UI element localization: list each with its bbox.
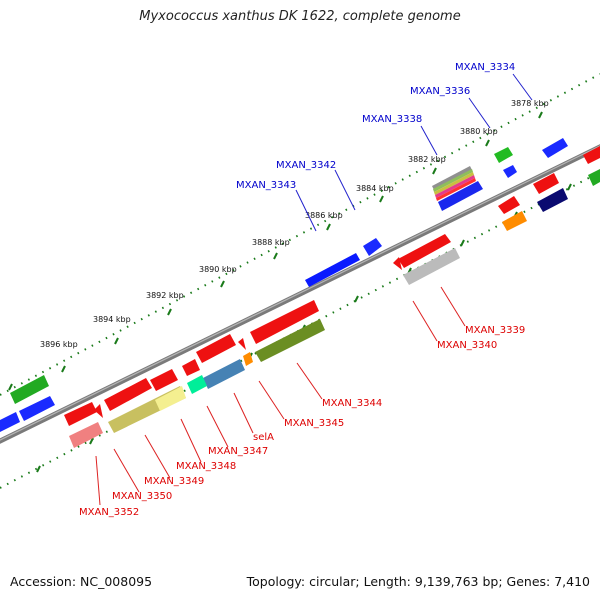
gene-feature[interactable] (69, 422, 103, 448)
tick-label: 3894 kbp (93, 315, 131, 324)
gene-feature[interactable] (94, 404, 103, 418)
gene-feature[interactable] (502, 211, 527, 231)
gene-feature[interactable] (403, 248, 460, 285)
gene-label[interactable]: MXAN_3349 (144, 476, 204, 487)
gene-label[interactable]: MXAN_3343 (236, 180, 296, 191)
genome-backbone-highlight (0, 145, 600, 441)
tick-label: 3886 kbp (305, 211, 343, 220)
gene-feature[interactable] (542, 138, 568, 158)
gene-feature[interactable] (498, 196, 520, 214)
gene-label[interactable]: MXAN_3345 (284, 418, 344, 429)
tick-label: 3892 kbp (146, 291, 184, 300)
gene-feature[interactable] (104, 378, 152, 411)
gene-feature[interactable] (10, 375, 49, 404)
map-title: Myxococcus xanthus DK 1622, complete gen… (139, 9, 461, 24)
genome-backbone (0, 144, 600, 444)
gene-feature[interactable] (393, 257, 402, 270)
accession-text: Accession: NC_008095 (10, 574, 153, 589)
lower-scale-dots (0, 171, 600, 489)
gene-feature[interactable] (583, 146, 600, 164)
lower-gene-labels: MXAN_3339 MXAN_3340 MXAN_3344 MXAN_3345 … (79, 286, 525, 518)
gene-feature[interactable] (64, 402, 97, 426)
gene-feature[interactable] (155, 386, 186, 411)
gene-feature[interactable] (182, 359, 200, 376)
gene-feature[interactable] (250, 300, 319, 344)
gene-feature[interactable] (537, 188, 568, 212)
gene-label[interactable]: MXAN_3347 (208, 446, 268, 457)
reverse-strand-genes (64, 169, 600, 448)
gene-feature[interactable] (503, 165, 517, 178)
gene-label[interactable]: MXAN_3334 (455, 62, 515, 73)
gene-feature[interactable] (0, 412, 20, 432)
gene-label[interactable]: MXAN_3340 (437, 340, 497, 351)
gene-feature[interactable] (438, 181, 483, 211)
forward-strand-genes (0, 138, 600, 432)
gene-label[interactable]: MXAN_3344 (322, 398, 382, 409)
tick-label: 3884 kbp (356, 184, 394, 193)
gene-feature[interactable] (305, 253, 360, 287)
gene-feature[interactable] (533, 173, 559, 194)
gene-feature[interactable] (238, 338, 246, 350)
upper-major-ticks (8, 111, 543, 391)
gene-feature[interactable] (243, 352, 253, 366)
gene-feature[interactable] (196, 334, 236, 363)
gene-feature[interactable] (150, 369, 178, 391)
gene-label[interactable]: MXAN_3336 (410, 86, 470, 97)
gene-feature[interactable] (255, 319, 325, 362)
gene-feature[interactable] (363, 238, 382, 256)
upper-scale-dots (0, 73, 600, 396)
gene-label[interactable]: MXAN_3339 (465, 325, 525, 336)
tick-label: 3888 kbp (252, 238, 290, 247)
upper-gene-labels: MXAN_3334 MXAN_3336 MXAN_3338 MXAN_3342 … (236, 62, 533, 232)
tick-label: 3880 kbp (460, 127, 498, 136)
gene-feature[interactable] (19, 396, 55, 421)
gene-label[interactable]: selA (253, 432, 274, 443)
gene-label[interactable]: MXAN_3350 (112, 491, 172, 502)
tick-label: 3882 kbp (408, 155, 446, 164)
tick-label: 3890 kbp (199, 265, 237, 274)
gene-feature[interactable] (187, 375, 207, 394)
gene-label[interactable]: MXAN_3352 (79, 507, 139, 518)
gene-feature[interactable] (398, 234, 451, 268)
gene-feature[interactable] (494, 147, 513, 163)
genome-summary-text: Topology: circular; Length: 9,139,763 bp… (246, 574, 590, 589)
stacked-gene-bands[interactable] (432, 166, 476, 201)
tick-label: 3878 kbp (511, 99, 549, 108)
gene-label[interactable]: MXAN_3348 (176, 461, 236, 472)
tick-label: 3896 kbp (40, 340, 78, 349)
gene-label[interactable]: MXAN_3342 (276, 160, 336, 171)
gene-label[interactable]: MXAN_3338 (362, 114, 422, 125)
gene-feature[interactable] (203, 359, 245, 389)
gene-feature[interactable] (588, 169, 600, 186)
